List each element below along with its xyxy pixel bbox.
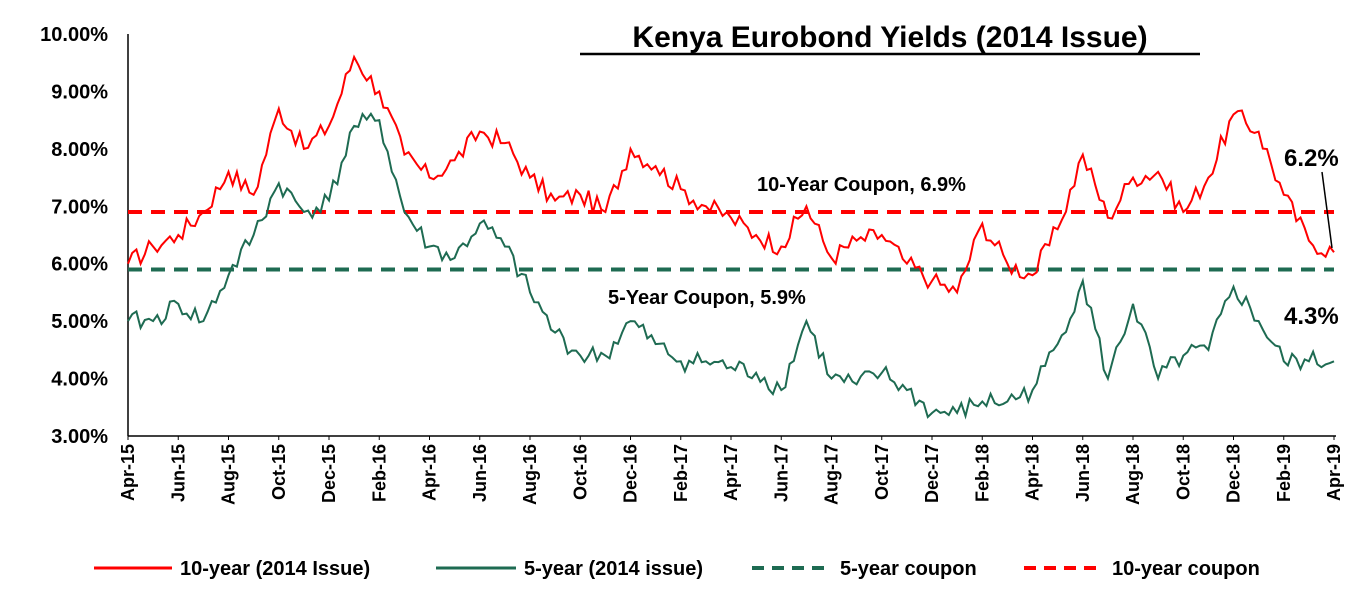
x-tick-labels: Apr-15 Jun-15 Aug-15 Oct-15 Dec-15 Feb-16 Apr-… <box>118 436 1344 505</box>
legend: 10-year (2014 Issue) 5-year (2014 issue)… <box>94 558 1260 580</box>
x-tick-label: Apr-19 <box>1324 444 1344 501</box>
x-tick-label: Oct-16 <box>570 444 590 500</box>
x-tick-label: Jun-17 <box>771 444 791 502</box>
x-tick-label: Feb-18 <box>972 444 992 502</box>
y-tick-label: 6.00% <box>51 254 108 276</box>
x-tick-label: Apr-17 <box>721 444 741 501</box>
end-label-ten-year: 6.2% <box>1284 145 1339 172</box>
legend-label-five-year-coupon: 5-year coupon <box>840 558 977 580</box>
y-tick-label: 4.00% <box>51 369 108 391</box>
x-tick-label: Aug-17 <box>822 444 842 505</box>
y-tick-label: 8.00% <box>51 139 108 161</box>
y-tick-label: 10.00% <box>40 24 108 46</box>
x-tick-label: Feb-16 <box>369 444 389 502</box>
end-label-ten-year-leader <box>1321 171 1333 249</box>
x-tick-label: Aug-18 <box>1123 444 1143 505</box>
x-tick-label: Apr-15 <box>118 444 138 501</box>
end-label-five-year: 4.3% <box>1284 303 1339 330</box>
legend-label-ten-year: 10-year (2014 Issue) <box>180 558 370 580</box>
y-tick-label: 7.00% <box>51 196 108 218</box>
x-tick-label: Apr-16 <box>420 444 440 501</box>
x-tick-label: Jun-15 <box>168 444 188 502</box>
y-tick-label: 3.00% <box>51 426 108 448</box>
x-tick-label: Aug-15 <box>219 444 239 505</box>
chart-title: Kenya Eurobond Yields (2014 Issue) <box>632 21 1147 54</box>
x-tick-label: Dec-18 <box>1224 444 1244 503</box>
y-tick-labels: 3.00% 4.00% 5.00% 6.00% 7.00% 8.00% 9.00% 10.00… <box>40 24 108 448</box>
y-tick-label: 9.00% <box>51 81 108 103</box>
x-tick-label: Oct-18 <box>1173 444 1193 500</box>
x-tick-label: Aug-16 <box>520 444 540 505</box>
x-tick-label: Apr-18 <box>1023 444 1043 501</box>
x-tick-label: Feb-19 <box>1274 444 1294 502</box>
legend-label-five-year: 5-year (2014 issue) <box>524 558 703 580</box>
x-tick-label: Dec-16 <box>621 444 641 503</box>
x-tick-label: Feb-17 <box>671 444 691 502</box>
legend-label-ten-year-coupon: 10-year coupon <box>1112 558 1260 580</box>
ten-year-yield-line <box>127 54 1335 295</box>
x-tick-label: Jun-16 <box>470 444 490 502</box>
x-tick-label: Oct-15 <box>269 444 289 500</box>
x-tick-label: Dec-15 <box>319 444 339 503</box>
x-tick-label: Jun-18 <box>1073 444 1093 502</box>
x-tick-label: Oct-17 <box>872 444 892 500</box>
y-tick-label: 5.00% <box>51 311 108 333</box>
x-tick-label: Dec-17 <box>922 444 942 503</box>
five-year-yield-line <box>127 111 1335 420</box>
ten-year-coupon-label: 10-Year Coupon, 6.9% <box>757 174 966 196</box>
five-year-coupon-label: 5-Year Coupon, 5.9% <box>608 287 806 309</box>
